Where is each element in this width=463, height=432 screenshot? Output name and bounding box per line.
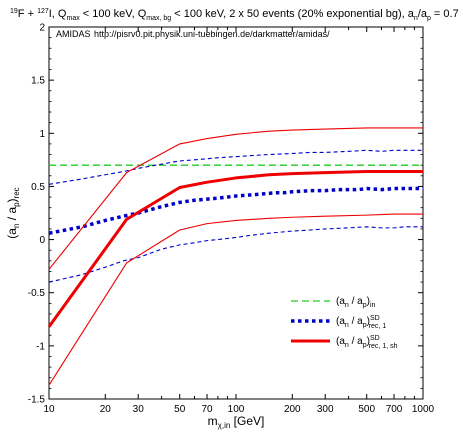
ylabel-mid: / a bbox=[5, 207, 19, 224]
ylabel-sub-1: n bbox=[12, 224, 21, 228]
y-tick-label: 2 bbox=[39, 23, 45, 34]
ylabel-sub-2: p bbox=[12, 202, 21, 207]
ylabel-open: (a bbox=[5, 228, 19, 239]
chart-title: 19F + 127I, Qmax < 100 keV, Qmax, bg < 1… bbox=[10, 8, 459, 22]
series-group bbox=[47, 127, 423, 386]
y-axis-label: (an / ap)rec bbox=[5, 187, 21, 238]
x-tick-label: 200 bbox=[284, 404, 301, 415]
y-tick-label: -0.5 bbox=[28, 288, 46, 299]
title-sub-4: p bbox=[427, 15, 431, 22]
ylabel-close: ) bbox=[5, 198, 19, 202]
x-tick-label: 700 bbox=[386, 404, 403, 415]
title-text-1: F + bbox=[18, 8, 37, 20]
axis-ticks: 10 20 30 50 70 100 200 300 500 700 1000-1.5-1-0.50… bbox=[28, 23, 435, 416]
xlabel-sub: χ,in bbox=[218, 421, 231, 430]
y-tick-label: -1.5 bbox=[28, 395, 46, 406]
series-line-rec1-lower bbox=[48, 226, 423, 283]
legend-label-rec1-sh: (an / ap)SD rec, 1, sh bbox=[336, 335, 398, 350]
series-line-rec1 bbox=[48, 186, 423, 235]
annotation-url: http://pisrv0.pit.physik.uni-tuebingen.d… bbox=[94, 29, 330, 39]
x-tick-label: 50 bbox=[174, 404, 186, 415]
x-tick-label: 300 bbox=[317, 404, 334, 415]
legend-label-rec1: (an / ap)SD rec, 1 bbox=[336, 315, 386, 330]
series-line-rec1-upper bbox=[48, 149, 423, 185]
x-tick-label: 20 bbox=[100, 404, 112, 415]
legend: (an / ap)in (an / ap)SD rec, 1 (an / ap)S… bbox=[291, 296, 398, 350]
legend-label-input: (an / ap)in bbox=[336, 296, 376, 309]
y-tick-label: 1.5 bbox=[31, 76, 45, 87]
x-tick-label: 500 bbox=[358, 404, 375, 415]
y-tick-label: -1 bbox=[36, 341, 45, 352]
x-tick-label: 1000 bbox=[412, 404, 435, 415]
x-tick-label: 70 bbox=[201, 404, 213, 415]
y-tick-label: 0 bbox=[39, 235, 45, 246]
title-text-6: = 0.7 bbox=[431, 8, 459, 20]
x-tick-label: 100 bbox=[228, 404, 245, 415]
title-text-2: I, Q bbox=[49, 8, 67, 20]
series-line-rec1-sh bbox=[47, 170, 423, 328]
y-tick-label: 0.5 bbox=[31, 182, 45, 193]
title-text-5: /a bbox=[418, 8, 428, 20]
x-tick-label: 30 bbox=[133, 404, 145, 415]
series-line-rec1-sh-lower bbox=[48, 213, 423, 386]
title-text-3: < 100 keV, Q bbox=[80, 8, 147, 20]
title-sup-1: 19 bbox=[10, 8, 18, 15]
title-sup-2: 127 bbox=[37, 8, 49, 15]
annotation-name: AMIDAS bbox=[56, 29, 91, 39]
xlabel-unit: [GeV] bbox=[230, 414, 264, 428]
y-tick-label: 1 bbox=[39, 129, 45, 140]
x-tick-label: 10 bbox=[43, 404, 55, 415]
ylabel-sub-3: rec bbox=[12, 187, 21, 198]
title-text-4: < 100 keV, 2 x 50 events (20% exponentia… bbox=[171, 8, 415, 20]
title-sub-2: max, bg bbox=[146, 15, 171, 22]
x-axis-label: mχ,in [GeV] bbox=[208, 414, 265, 430]
xlabel-main: m bbox=[208, 414, 218, 428]
title-sub-3: n bbox=[414, 15, 418, 22]
title-sub-1: max bbox=[66, 15, 80, 22]
series-line-rec1-sh-upper bbox=[48, 127, 423, 270]
